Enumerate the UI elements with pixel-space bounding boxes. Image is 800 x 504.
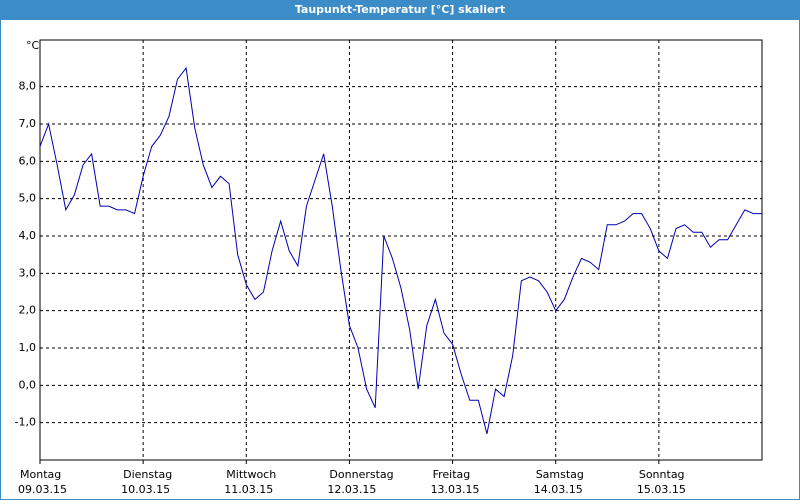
x-tick-date: 09.03.15 (18, 483, 67, 496)
y-tick-label: 4,0 (19, 229, 37, 242)
x-tick-date: 13.03.15 (431, 483, 480, 496)
x-tick-date: 11.03.15 (224, 483, 273, 496)
x-tick-label: Montag (20, 468, 61, 481)
y-axis-label: °C (26, 39, 40, 52)
y-tick-label: 8,0 (19, 80, 37, 93)
y-tick-label: 5,0 (19, 192, 37, 205)
x-tick-label: Mittwoch (226, 468, 276, 481)
x-tick-date: 14.03.15 (534, 483, 583, 496)
x-tick-label: Donnerstag (329, 468, 393, 481)
window-title: Taupunkt-Temperatur [°C] skaliert (295, 3, 505, 16)
x-tick-label: Dienstag (123, 468, 172, 481)
x-tick-label: Freitag (433, 468, 471, 481)
x-tick-date: 10.03.15 (121, 483, 170, 496)
y-tick-label: 0,0 (19, 378, 37, 391)
title-bar (0, 0, 800, 20)
plot-frame (39, 39, 763, 461)
x-tick-label: Samstag (536, 468, 584, 481)
data-line (39, 66, 762, 434)
y-tick-label: 2,0 (19, 304, 37, 317)
x-tick-date: 12.03.15 (327, 483, 376, 496)
x-tick-date: 15.03.15 (637, 483, 686, 496)
y-tick-label: -1,0 (15, 416, 36, 429)
y-tick-label: 6,0 (19, 154, 37, 167)
y-tick-label: 7,0 (19, 117, 37, 130)
y-tick-label: 3,0 (19, 266, 37, 279)
x-tick-label: Sonntag (639, 468, 685, 481)
y-tick-label: 1,0 (19, 341, 37, 354)
